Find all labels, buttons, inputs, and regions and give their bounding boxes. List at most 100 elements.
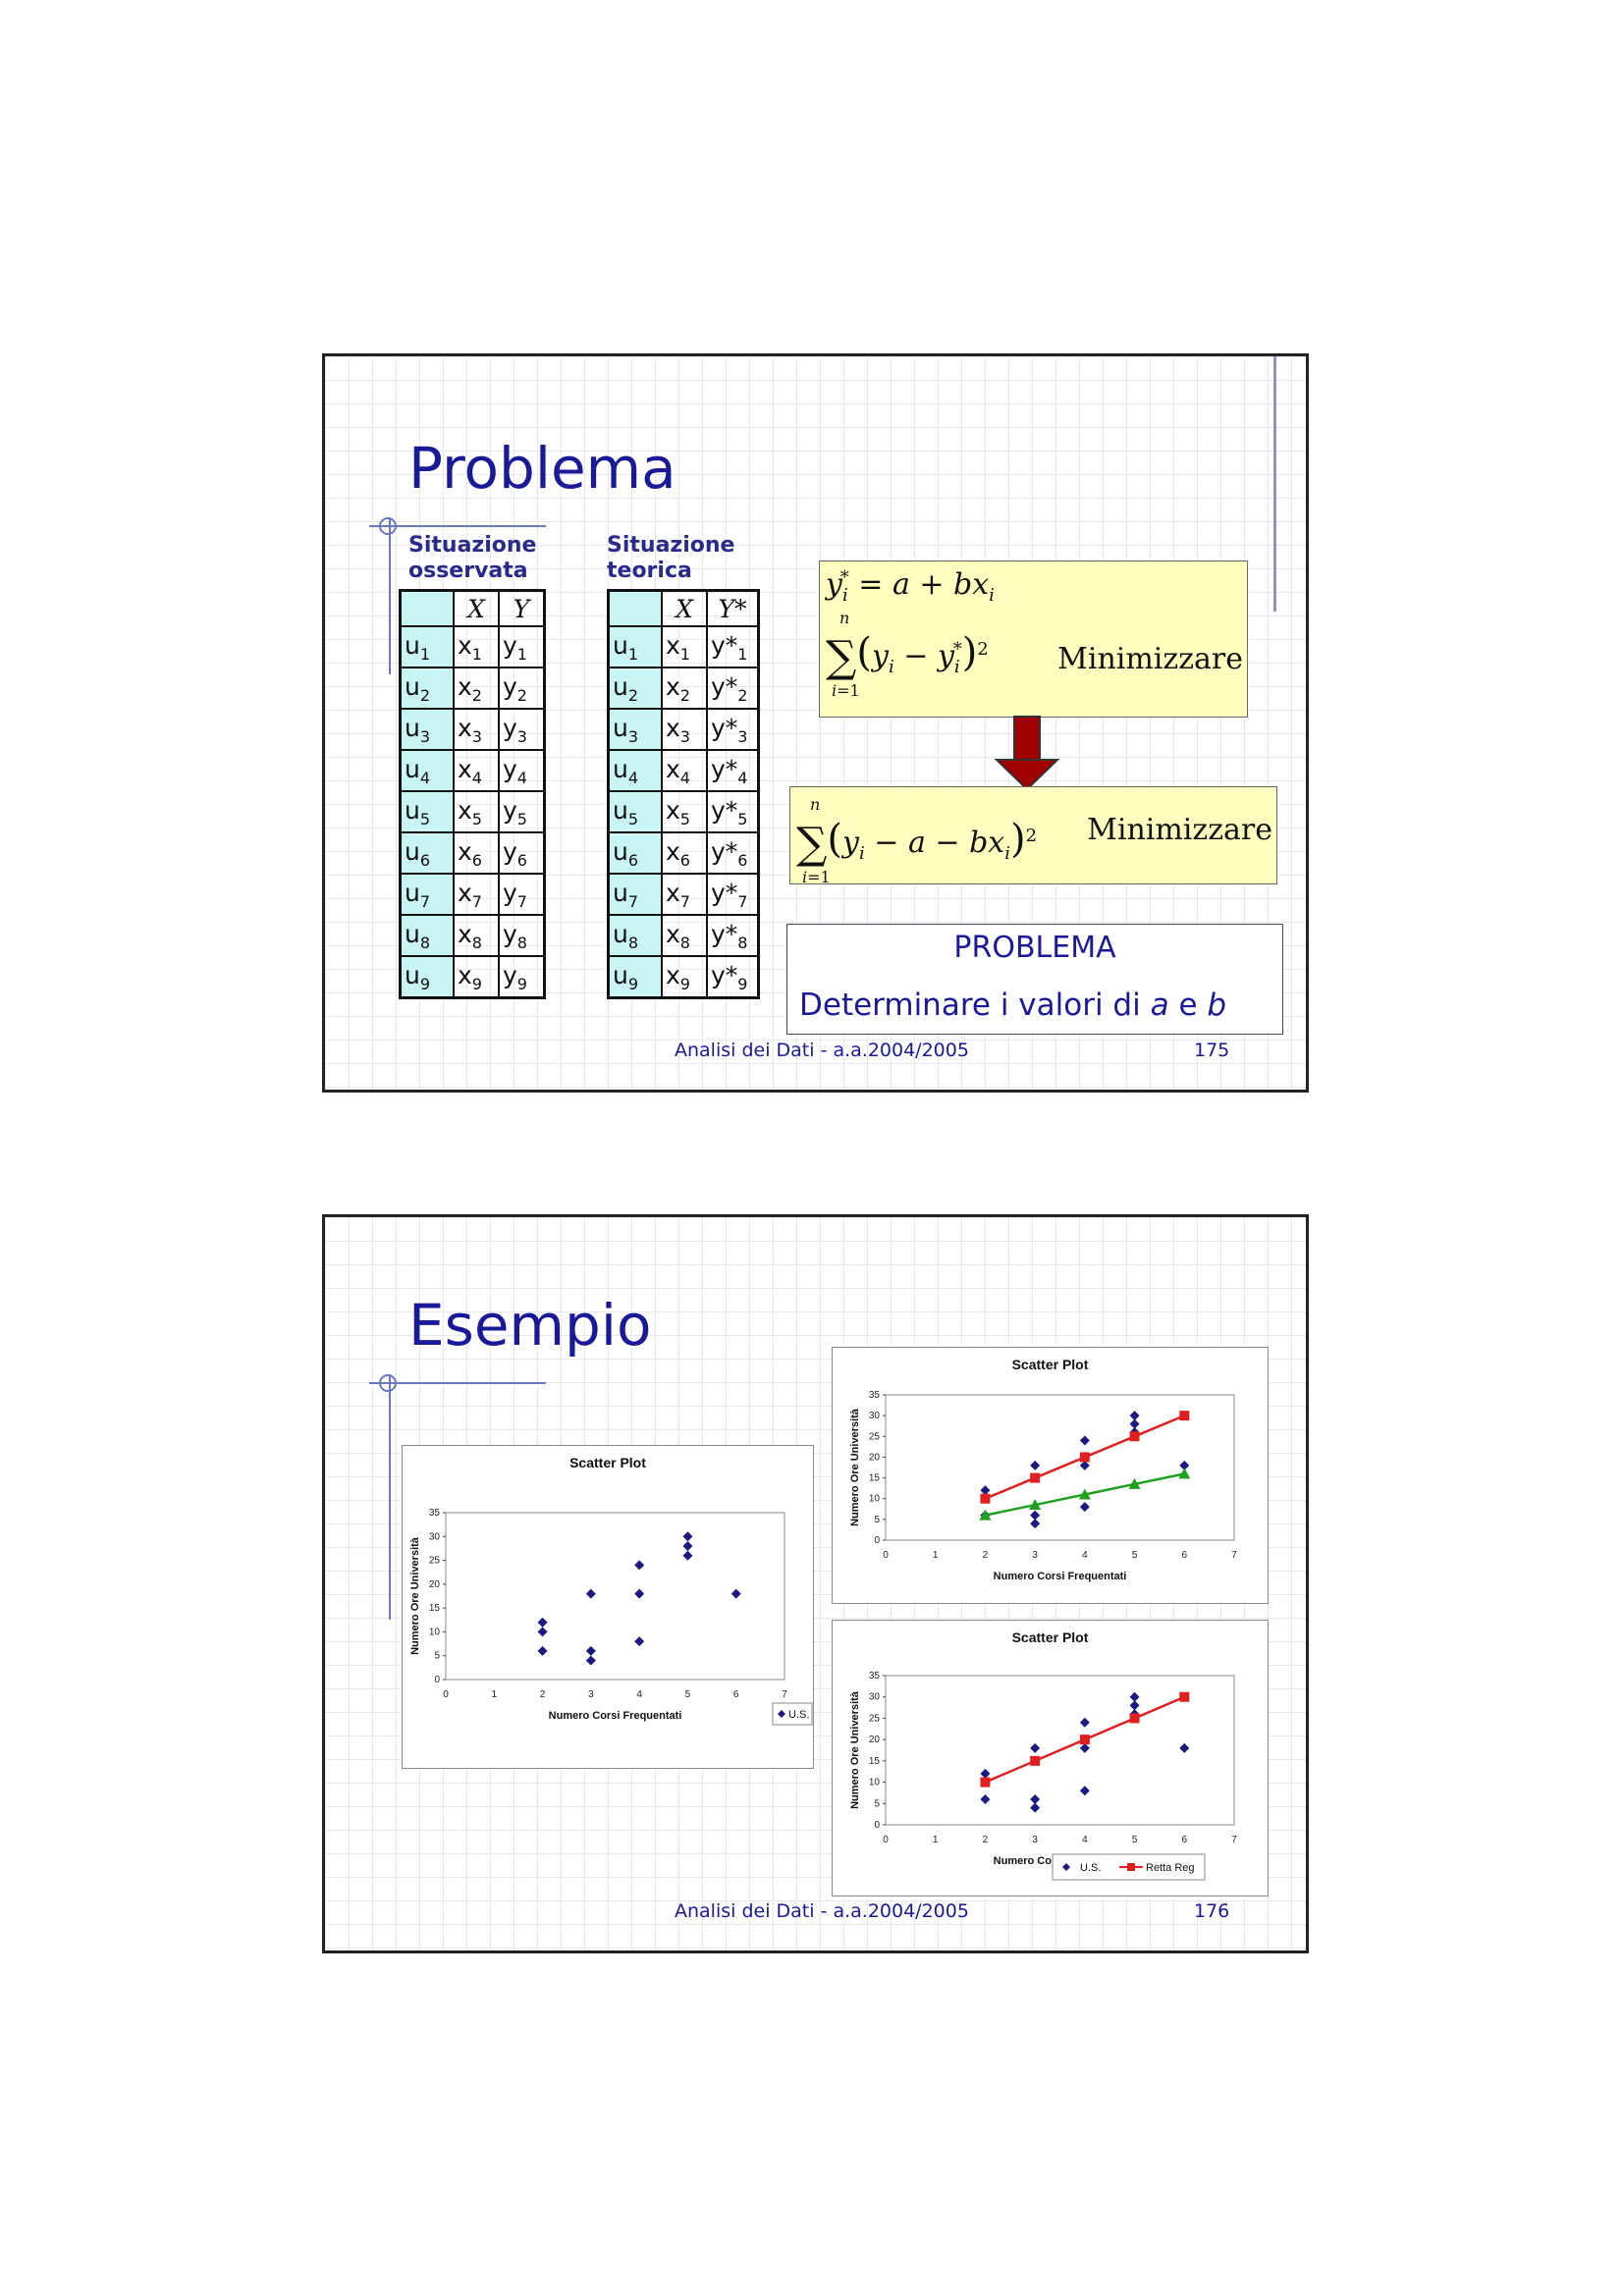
scatter-chart-2-svg: Scatter Plot 0 5 10 15 20 25 30 35 0 1 2 3 4 5 6 7 Numero… — [849, 1357, 1237, 1582]
x-cell: x9 — [453, 955, 500, 999]
y-tick-label: 15 — [869, 1473, 881, 1484]
data-point — [585, 1655, 596, 1666]
y-cell: y5 — [498, 790, 546, 833]
fitted-point-marker — [979, 1509, 992, 1521]
slide-esempio: Esempio Scatter Plot 0 5 10 15 20 25 30 35 0 1 2 3 4 5… — [322, 1214, 1309, 1953]
title-underline — [369, 525, 546, 527]
x-cell: x3 — [661, 708, 708, 751]
data-point — [682, 1550, 693, 1561]
unit-cell: u5 — [607, 790, 663, 833]
unit-cell: u9 — [607, 955, 663, 999]
y-cell: y8 — [498, 914, 546, 957]
table-row: u6 x6 y*6 — [607, 831, 760, 875]
legend-label: U.S. — [1080, 1862, 1101, 1874]
y-cell: y1 — [498, 625, 546, 668]
unit-cell: u8 — [399, 914, 455, 957]
y-tick-label: 10 — [869, 1778, 881, 1789]
y-cell: y*1 — [706, 625, 760, 668]
table-row: u6 x6 y6 — [399, 831, 546, 875]
x-tick-label: 7 — [1231, 1550, 1237, 1561]
y-tick-label: 25 — [869, 1431, 881, 1442]
page-number: 175 — [1194, 1040, 1230, 1061]
y-tick-label: 10 — [429, 1627, 441, 1637]
x-cell: x5 — [453, 790, 500, 833]
data-point — [1079, 1742, 1090, 1753]
table-row: u4 x4 y4 — [399, 749, 546, 792]
y-tick-label: 15 — [869, 1756, 881, 1767]
unit-cell: u9 — [399, 955, 455, 999]
table-row: u3 x3 y*3 — [607, 708, 760, 751]
chart-title: Scatter Plot — [569, 1455, 646, 1470]
table-row: u2 x2 y2 — [399, 667, 546, 710]
y-tick-label: 20 — [869, 1452, 881, 1463]
y-tick-label: 25 — [869, 1713, 881, 1724]
x-cell: x7 — [661, 873, 708, 916]
fitted-point-marker — [1079, 1735, 1090, 1745]
data-point — [1129, 1411, 1140, 1421]
fitted-point-marker — [1079, 1452, 1090, 1463]
unit-cell: u4 — [607, 749, 663, 792]
y-tick-label: 5 — [874, 1515, 880, 1525]
minimize-label-2: Minimizzare — [1087, 813, 1272, 847]
y-tick-label: 30 — [429, 1531, 441, 1542]
x-cell: x9 — [661, 955, 708, 999]
y-cell: y6 — [498, 831, 546, 875]
formula-box-1: yi* = a + bxi ∑(yi − yi*)2 n i=1 Minimiz… — [819, 561, 1248, 718]
x-tick-label: 2 — [983, 1835, 989, 1845]
data-point — [1079, 1435, 1090, 1446]
unit-cell: u8 — [607, 914, 663, 957]
table-row: u3 x3 y3 — [399, 708, 546, 751]
x-cell: x6 — [661, 831, 708, 875]
data-point — [1030, 1793, 1041, 1804]
y-tick-label: 0 — [874, 1535, 880, 1546]
fitted-point-marker — [1030, 1755, 1041, 1766]
header-y: Y — [498, 589, 546, 627]
y-cell: y7 — [498, 873, 546, 916]
expanded-sum-formula: ∑(yi − a − bxi)2 n i=1 — [796, 795, 1038, 886]
slide-edge-line — [1273, 356, 1276, 612]
legend-marker — [1127, 1863, 1135, 1871]
x-tick-label: 5 — [1132, 1835, 1138, 1845]
x-tick-label: 4 — [636, 1689, 642, 1700]
x-cell: x8 — [453, 914, 500, 957]
y-tick-label: 0 — [874, 1820, 880, 1831]
y-axis-label: Numero Ore Università — [849, 1690, 861, 1809]
data-point — [537, 1617, 548, 1628]
fitted-point-marker — [1129, 1431, 1140, 1442]
data-point — [1129, 1700, 1140, 1711]
data-point — [1179, 1460, 1190, 1470]
table-row: u9 x9 y*9 — [607, 955, 760, 999]
data-point — [1129, 1691, 1140, 1702]
chart-title: Scatter Plot — [1012, 1629, 1089, 1645]
fitted-point-marker — [980, 1777, 991, 1788]
title-underline — [369, 1382, 546, 1384]
x-cell: x4 — [453, 749, 500, 792]
y-tick-label: 30 — [869, 1411, 881, 1421]
problem-statement: Determinare i valori di a e b — [799, 988, 1227, 1023]
x-cell: x3 — [453, 708, 500, 751]
unit-cell: u5 — [399, 790, 455, 833]
page-number: 176 — [1194, 1900, 1230, 1922]
header-x: X — [453, 589, 500, 627]
unit-cell: u6 — [399, 831, 455, 875]
x-tick-label: 1 — [933, 1835, 939, 1845]
y-tick-label: 10 — [869, 1494, 881, 1505]
x-tick-label: 7 — [1231, 1835, 1237, 1845]
slide-problema: Problema Situazione osservata Situazione… — [322, 353, 1309, 1093]
y-cell: y*9 — [706, 955, 760, 999]
fitted-point-marker — [1129, 1713, 1140, 1724]
header-x: X — [661, 589, 708, 627]
y-cell: y*5 — [706, 790, 760, 833]
title-rule-vertical — [389, 1374, 391, 1620]
y-cell: y*2 — [706, 667, 760, 710]
data-point — [634, 1636, 645, 1647]
y-tick-label: 35 — [869, 1671, 881, 1682]
y-tick-label: 20 — [869, 1735, 881, 1745]
x-cell: x2 — [661, 667, 708, 710]
legend-label: Retta Reg — [1146, 1862, 1195, 1874]
x-tick-label: 0 — [883, 1835, 889, 1845]
data-point — [1129, 1418, 1140, 1429]
theoretical-table: X Y* u1 x1 y*1 u2 x2 y*2 u3 x3 y*3 u4 x4 y*4 u5 x5 y*5… — [607, 589, 760, 999]
table-row: u9 x9 y9 — [399, 955, 546, 999]
y-cell: y*3 — [706, 708, 760, 751]
